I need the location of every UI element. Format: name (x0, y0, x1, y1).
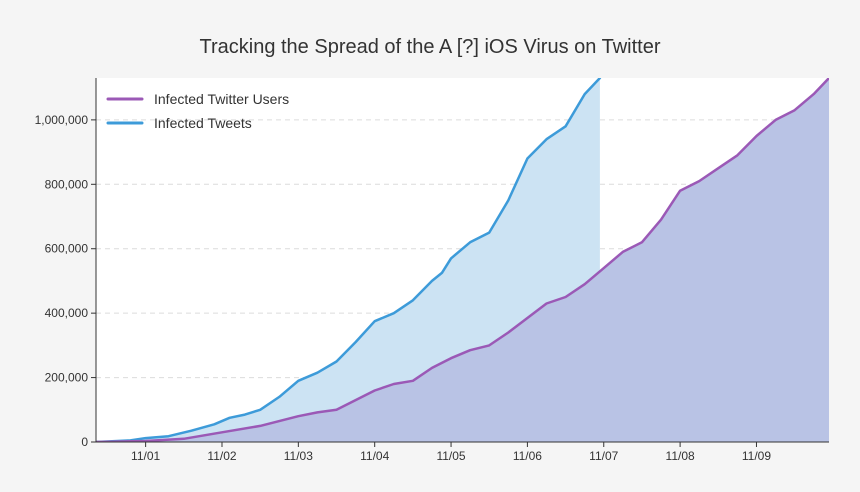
legend-label: Infected Tweets (154, 115, 252, 131)
legend-label: Infected Twitter Users (154, 91, 289, 107)
x-tick-label: 11/04 (360, 449, 389, 463)
line-infected-tweets (96, 78, 602, 442)
y-tick-label: 200,000 (45, 371, 89, 385)
y-tick-label: 1,000,000 (35, 113, 89, 127)
legend: Infected Twitter Users Infected Tweets (106, 91, 289, 131)
area-layer (96, 78, 829, 442)
y-tick-label: 600,000 (45, 242, 89, 256)
x-tick-label: 11/03 (284, 449, 313, 463)
x-tick-label: 11/09 (742, 449, 771, 463)
axis-layer: 0 200,000 400,000 600,000 800,000 1,000,000 11… (35, 78, 829, 463)
y-tick-label: 800,000 (45, 177, 89, 191)
x-tick-label: 11/02 (207, 449, 236, 463)
x-tick-label: 11/01 (131, 449, 160, 463)
x-tick-label: 11/07 (589, 449, 618, 463)
x-tick-label: 11/06 (513, 449, 542, 463)
chart-title: Tracking the Spread of the A [?] iOS Vir… (199, 36, 661, 58)
x-tick-label: 11/08 (666, 449, 695, 463)
x-tick-label: 11/05 (436, 449, 465, 463)
y-tick-label: 0 (81, 435, 88, 449)
area-infected-twitter-users (96, 78, 829, 442)
line-infected-twitter-users (96, 78, 829, 442)
y-tick-label: 400,000 (45, 306, 89, 320)
